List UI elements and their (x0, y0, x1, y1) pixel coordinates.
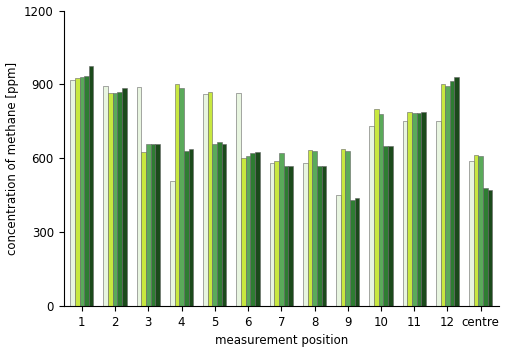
Bar (450, 81, 454, 306)
Bar (155, 144, 160, 306)
Bar (341, 149, 345, 306)
Bar (279, 154, 283, 306)
Bar (170, 180, 174, 306)
Bar (217, 142, 222, 306)
Bar (412, 113, 417, 306)
Bar (246, 156, 250, 306)
Bar (84, 76, 89, 306)
Bar (474, 155, 479, 306)
Bar (203, 94, 208, 306)
Bar (303, 163, 308, 306)
Bar (103, 86, 108, 306)
Bar (469, 161, 474, 306)
Bar (255, 152, 260, 306)
Bar (141, 152, 146, 306)
Bar (250, 154, 255, 306)
Bar (174, 84, 179, 306)
Bar (222, 144, 227, 306)
Bar (70, 79, 75, 306)
Bar (350, 200, 355, 306)
Bar (336, 195, 341, 306)
Bar (421, 112, 426, 306)
Bar (483, 188, 488, 306)
Bar (454, 77, 459, 306)
Bar (388, 146, 392, 306)
Bar (274, 161, 279, 306)
Bar (370, 126, 374, 306)
Bar (113, 93, 118, 306)
Bar (184, 151, 189, 306)
Bar (436, 121, 441, 306)
Bar (374, 109, 379, 306)
Bar (283, 166, 288, 306)
Bar (137, 87, 141, 306)
Bar (445, 86, 450, 306)
Bar (417, 113, 421, 306)
Bar (151, 144, 155, 306)
Bar (403, 121, 407, 306)
Bar (122, 88, 127, 306)
Bar (189, 149, 193, 306)
Bar (288, 166, 293, 306)
Bar (488, 190, 492, 306)
Bar (146, 144, 151, 306)
X-axis label: measurement position: measurement position (214, 334, 348, 347)
Bar (379, 114, 383, 306)
Bar (241, 158, 246, 306)
Bar (321, 166, 326, 306)
Bar (89, 66, 93, 306)
Bar (236, 93, 241, 306)
Bar (441, 84, 445, 306)
Bar (80, 77, 84, 306)
Bar (308, 150, 312, 306)
Bar (383, 146, 388, 306)
Bar (208, 92, 212, 306)
Bar (317, 166, 321, 306)
Y-axis label: concentration of methane [ppm]: concentration of methane [ppm] (6, 62, 19, 255)
Bar (108, 93, 113, 306)
Bar (479, 156, 483, 306)
Bar (118, 92, 122, 306)
Bar (179, 88, 184, 306)
Bar (75, 78, 80, 306)
Bar (212, 144, 217, 306)
Bar (407, 112, 412, 306)
Bar (345, 151, 350, 306)
Bar (312, 151, 317, 306)
Bar (355, 198, 359, 306)
Bar (270, 163, 274, 306)
